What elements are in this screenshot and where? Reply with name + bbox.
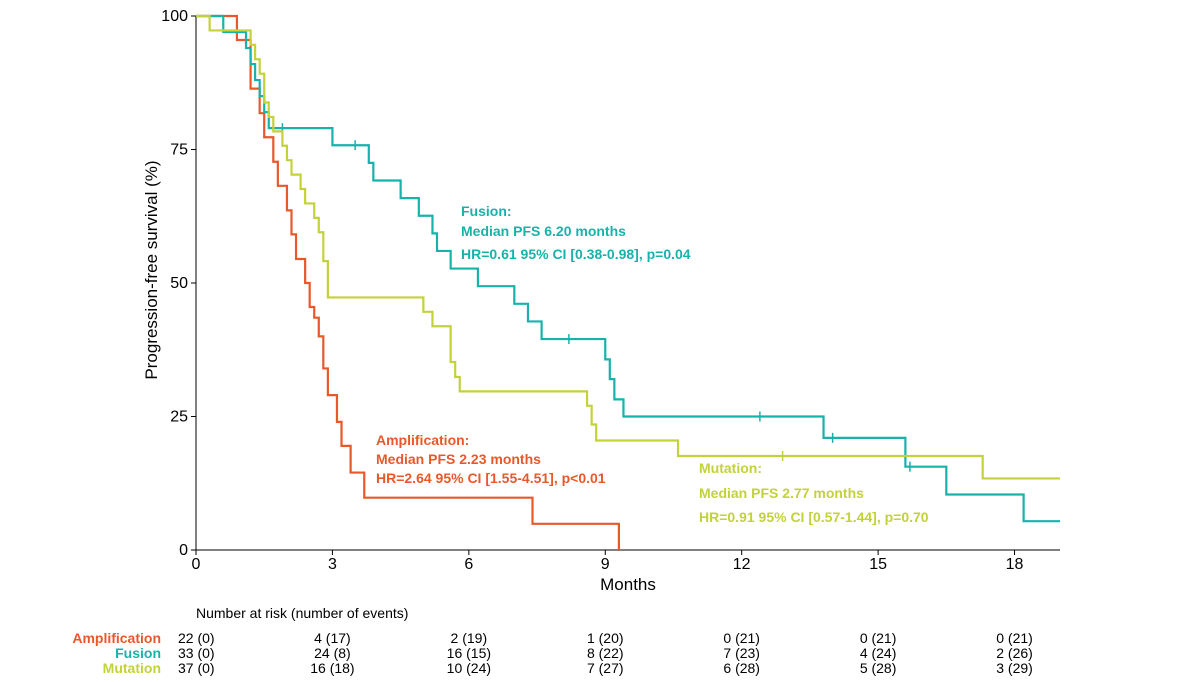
- risk-cell-mutation: 7 (27): [587, 660, 624, 676]
- risk-cell-fusion: 8 (22): [587, 645, 624, 661]
- risk-cell-amplification: 22 (0): [178, 630, 215, 646]
- x-tick-label: 6: [464, 556, 473, 573]
- risk-cell-amplification: 0 (21): [860, 630, 897, 646]
- axes: 0 25 50 75 100 0 3 6 9 12 15 18: [161, 8, 1060, 573]
- series-layer: [196, 14, 1060, 550]
- risk-cell-amplification: 0 (21): [723, 630, 760, 646]
- risk-row-label-mutation: Mutation: [103, 660, 161, 676]
- amplification-annotation-title: Amplification:: [376, 432, 469, 448]
- risk-cell-fusion: 16 (15): [447, 645, 491, 661]
- risk-cell-fusion: 33 (0): [178, 645, 215, 661]
- fusion-annotation-hr: HR=0.61 95% CI [0.38-0.98], p=0.04: [461, 246, 691, 262]
- risk-cell-fusion: 2 (26): [996, 645, 1033, 661]
- risk-cell-amplification: 2 (19): [451, 630, 488, 646]
- risk-cell-fusion: 4 (24): [860, 645, 897, 661]
- fusion-annotation-median: Median PFS 6.20 months: [461, 223, 626, 239]
- y-tick-label: 100: [161, 8, 188, 25]
- x-tick-label: 15: [869, 556, 887, 573]
- risk-cell-mutation: 37 (0): [178, 660, 215, 676]
- y-tick-label: 25: [170, 409, 188, 426]
- x-tick-label: 12: [733, 556, 751, 573]
- x-axis-title: Months: [600, 575, 656, 594]
- mutation-annotation-median: Median PFS 2.77 months: [699, 485, 864, 501]
- risk-cell-fusion: 24 (8): [314, 645, 351, 661]
- y-axis-title: Progression-free survival (%): [142, 160, 161, 379]
- risk-cell-mutation: 5 (28): [860, 660, 897, 676]
- fusion-annotation: Fusion: Median PFS 6.20 months HR=0.61 9…: [461, 203, 691, 262]
- risk-cell-mutation: 3 (29): [996, 660, 1033, 676]
- x-tick-label: 3: [328, 556, 337, 573]
- risk-cell-fusion: 7 (23): [723, 645, 760, 661]
- risk-cell-mutation: 10 (24): [447, 660, 491, 676]
- amplification-annotation-median: Median PFS 2.23 months: [376, 451, 541, 467]
- risk-cell-amplification: 4 (17): [314, 630, 351, 646]
- y-tick-label: 50: [170, 275, 188, 292]
- y-tick-label: 75: [170, 142, 188, 159]
- amplification-annotation: Amplification: Median PFS 2.23 months HR…: [376, 432, 606, 486]
- x-tick-label: 18: [1006, 556, 1024, 573]
- risk-cell-mutation: 6 (28): [723, 660, 760, 676]
- y-tick-label: 0: [179, 542, 188, 559]
- amplification-annotation-hr: HR=2.64 95% CI [1.55-4.51], p<0.01: [376, 470, 606, 486]
- mutation-annotation-title: Mutation:: [699, 460, 762, 476]
- risk-cell-amplification: 0 (21): [996, 630, 1033, 646]
- risk-table-title: Number at risk (number of events): [196, 605, 408, 621]
- mutation-survival-curve: [196, 14, 1060, 480]
- risk-row-label-amplification: Amplification: [72, 630, 161, 646]
- fusion-survival-curve: [196, 14, 1060, 523]
- x-tick-label: 9: [601, 556, 610, 573]
- risk-table: Amplification 22 (0) 4 (17) 2 (19) 1 (20) 0 (…: [72, 630, 1032, 676]
- risk-cell-amplification: 1 (20): [587, 630, 624, 646]
- mutation-annotation: Mutation: Median PFS 2.77 months HR=0.91…: [699, 460, 929, 525]
- x-tick-label: 0: [192, 556, 201, 573]
- risk-row-label-fusion: Fusion: [115, 645, 161, 661]
- fusion-annotation-title: Fusion:: [461, 203, 512, 219]
- risk-cell-mutation: 16 (18): [310, 660, 354, 676]
- mutation-annotation-hr: HR=0.91 95% CI [0.57-1.44], p=0.70: [699, 509, 929, 525]
